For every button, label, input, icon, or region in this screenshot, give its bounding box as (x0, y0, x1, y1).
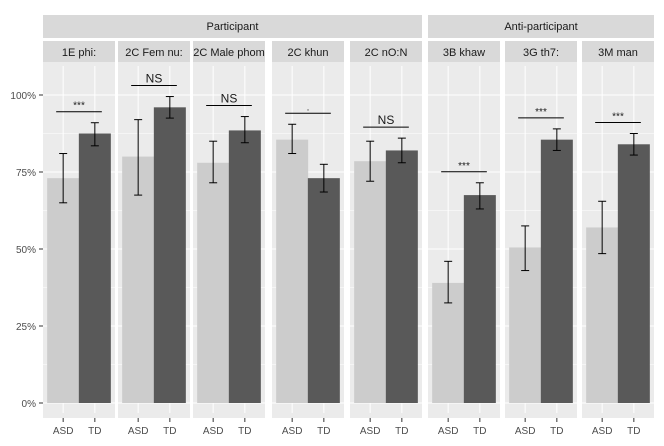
bar-td (228, 130, 261, 404)
group-strip (428, 15, 654, 38)
x-tick-label: TD (473, 426, 486, 437)
significance-label: . (307, 102, 310, 113)
bar-td (540, 139, 573, 403)
bar-td (153, 107, 186, 403)
y-tick-label: 25% (16, 322, 36, 333)
y-tick-label: 50% (16, 245, 36, 256)
bar-asd (276, 139, 309, 403)
group-strip (43, 15, 422, 38)
facet-strip (43, 41, 115, 62)
facet-strip-label: 2C Fem nu: (125, 47, 182, 59)
bar-td (307, 178, 340, 403)
facet-strip (582, 41, 654, 62)
y-tick-label: 0% (22, 399, 37, 410)
facet-strip (505, 41, 577, 62)
significance-label: NS (146, 72, 163, 86)
bar-td (78, 133, 111, 403)
significance-label: *** (73, 101, 85, 112)
facet-strip-label: 3G th7: (523, 47, 559, 59)
bar-td (617, 144, 650, 403)
significance-label: *** (612, 112, 624, 123)
x-tick-label: TD (550, 426, 563, 437)
x-tick-label: TD (88, 426, 101, 437)
facet-strip (193, 41, 265, 62)
facet-strip-label: 3M man (598, 47, 638, 59)
significance-label: *** (535, 107, 547, 118)
x-tick-label: ASD (360, 426, 381, 437)
x-tick-label: ASD (592, 426, 613, 437)
x-tick-label: ASD (203, 426, 224, 437)
facet-strip (428, 41, 500, 62)
bar-asd (509, 247, 542, 403)
facet-strip (118, 41, 190, 62)
bar-td (463, 195, 496, 403)
bar-asd (122, 156, 155, 403)
facet-strip (350, 41, 422, 62)
facet-strip-label: 1E phi: (62, 47, 96, 59)
bar-asd (197, 162, 230, 403)
x-tick-label: ASD (438, 426, 459, 437)
x-tick-label: TD (317, 426, 330, 437)
x-tick-label: ASD (53, 426, 74, 437)
x-tick-label: ASD (282, 426, 303, 437)
x-tick-label: TD (238, 426, 251, 437)
facet-strip-label: 2C nO:N (365, 47, 408, 59)
x-tick-label: TD (395, 426, 408, 437)
bar-asd (354, 161, 387, 403)
x-tick-label: ASD (128, 426, 149, 437)
facet-strip (272, 41, 344, 62)
facet-strip-label: 2C khun (288, 47, 329, 59)
significance-label: NS (221, 92, 238, 106)
x-tick-label: TD (163, 426, 176, 437)
group-strip-label: Anti-participant (504, 21, 577, 33)
significance-label: NS (378, 113, 395, 127)
y-tick-label: 100% (10, 91, 36, 102)
facet-strip-label: 2C Male phom (193, 47, 265, 59)
y-tick-label: 75% (16, 168, 36, 179)
significance-label: *** (458, 161, 470, 172)
bar-asd (586, 227, 619, 403)
facet-strip-label: 3B khaw (443, 47, 485, 59)
group-strip-label: Participant (207, 21, 259, 33)
bar-td (385, 150, 418, 403)
x-tick-label: ASD (515, 426, 536, 437)
x-tick-label: TD (627, 426, 640, 437)
bar-asd (47, 178, 80, 403)
